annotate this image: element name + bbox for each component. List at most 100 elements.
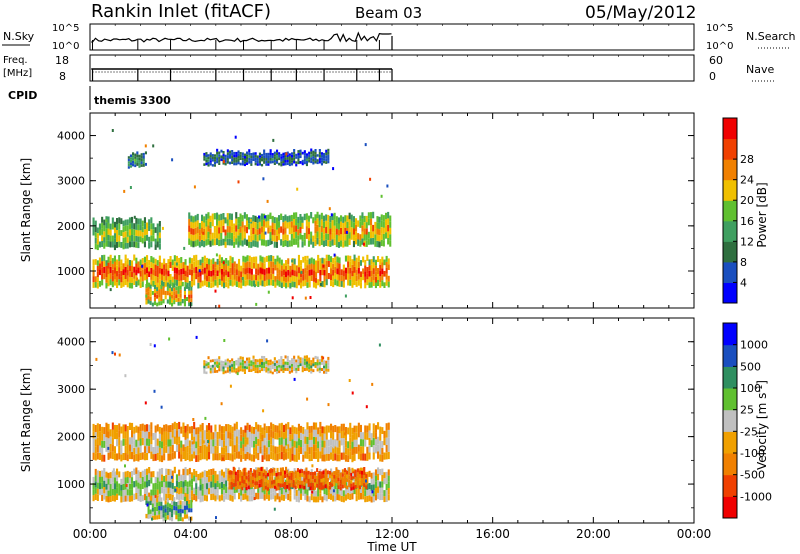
- power-cell: [94, 232, 97, 238]
- velocity-cell: [342, 490, 345, 497]
- power-cell: [240, 282, 243, 289]
- velocity-cell: [296, 479, 299, 484]
- velocity-cell: [141, 482, 144, 489]
- velocity-cell: [299, 360, 302, 364]
- power-cell: [183, 302, 186, 307]
- velocity-cell: [362, 446, 365, 454]
- power-cell: [297, 241, 300, 248]
- power-cell: [103, 267, 106, 274]
- velocity-speckle: [371, 382, 374, 386]
- power-cell: [382, 233, 385, 241]
- power-cell: [150, 256, 153, 262]
- power-cell: [188, 298, 191, 303]
- velocity-cell: [286, 481, 289, 485]
- velocity-cell: [310, 494, 313, 501]
- power-cell: [156, 265, 159, 272]
- power-cell: [308, 275, 311, 282]
- velocity-cbar-label: 100: [740, 382, 761, 395]
- velocity-cell: [387, 451, 390, 460]
- power-cell: [267, 261, 270, 268]
- power-cell: [213, 164, 216, 167]
- velocity-cell: [327, 492, 330, 500]
- power-cell: [223, 271, 226, 277]
- power-cell: [235, 154, 238, 158]
- velocity-cell: [179, 512, 182, 517]
- nsky-trace: [89, 24, 695, 57]
- power-cell: [288, 240, 291, 247]
- power-cell: [261, 268, 264, 275]
- velocity-cell: [271, 366, 274, 370]
- velocity-cell: [169, 432, 172, 440]
- velocity-cell: [294, 478, 297, 482]
- velocity-cell: [186, 424, 189, 432]
- power-cell: [137, 261, 140, 268]
- velocity-cell: [182, 493, 185, 501]
- velocity-cell: [325, 495, 328, 502]
- velocity-cell: [300, 440, 303, 447]
- velocity-cell: [177, 505, 180, 510]
- velocity-cell: [320, 368, 323, 371]
- power-cell: [310, 269, 313, 276]
- velocity-cell: [180, 480, 183, 488]
- velocity-cell: [154, 432, 157, 440]
- velocity-cell: [276, 425, 279, 433]
- velocity-cell: [273, 467, 276, 472]
- velocity-cell: [310, 432, 313, 440]
- power-cell: [242, 261, 245, 268]
- velocity-cell: [267, 476, 270, 483]
- velocity-cell: [103, 493, 106, 500]
- velocity-cell: [147, 505, 150, 510]
- power-cell: [330, 262, 333, 269]
- velocity-cell: [203, 494, 206, 501]
- power-cell: [105, 222, 108, 229]
- velocity-cell: [278, 423, 281, 431]
- velocity-cbar-label: 500: [740, 360, 761, 373]
- velocity-cell: [190, 426, 193, 434]
- velocity-cell: [259, 446, 262, 454]
- velocity-cbar-label: Velocity [m s-1]: [755, 380, 769, 470]
- velocity-cell: [238, 451, 241, 459]
- velocity-cell: [184, 486, 187, 493]
- power-cell: [168, 284, 171, 289]
- power-cell: [265, 163, 268, 166]
- power-cell: [213, 161, 216, 165]
- velocity-cell: [291, 432, 294, 440]
- power-cell: [282, 234, 285, 241]
- power-cell: [235, 231, 238, 239]
- velocity-cell: [105, 495, 108, 502]
- velocity-cell: [295, 427, 298, 435]
- velocity-cell: [348, 471, 351, 476]
- power-cell: [295, 163, 298, 167]
- velocity-cell: [383, 430, 386, 438]
- power-cell: [280, 163, 283, 167]
- velocity-cell: [319, 444, 322, 452]
- velocity-cell: [301, 480, 304, 485]
- velocity-cell: [361, 482, 364, 486]
- power-cell: [351, 276, 354, 283]
- power-cell: [210, 259, 213, 266]
- power-cell: [379, 259, 382, 265]
- power-cell: [357, 267, 360, 274]
- velocity-cell: [148, 424, 151, 432]
- velocity-cell: [225, 424, 228, 432]
- velocity-cell: [247, 481, 250, 486]
- velocity-cell: [312, 444, 315, 452]
- power-cell: [304, 255, 307, 262]
- power-cell: [152, 280, 155, 287]
- velocity-cell: [314, 478, 317, 483]
- velocity-cell: [137, 482, 140, 489]
- velocity-cell: [291, 439, 294, 447]
- velocity-cell: [109, 496, 112, 502]
- velocity-cell: [253, 454, 256, 462]
- velocity-cell: [312, 369, 315, 373]
- velocity-cell: [341, 484, 344, 489]
- power-cell: [352, 240, 355, 248]
- velocity-cell: [339, 479, 342, 484]
- power-cell: [220, 226, 223, 233]
- velocity-cell: [92, 476, 95, 483]
- power-cell: [293, 151, 296, 155]
- power-cbar-label: 8: [740, 256, 747, 269]
- power-cell: [120, 259, 123, 266]
